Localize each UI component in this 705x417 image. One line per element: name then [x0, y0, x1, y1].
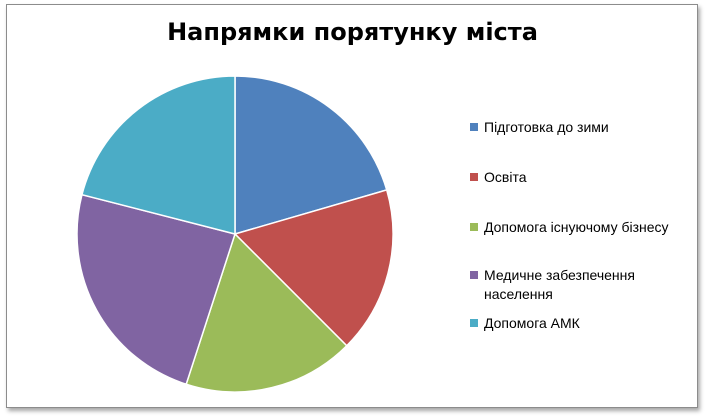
legend-item: Освіта: [470, 168, 694, 187]
legend-label: Допомога АМК: [484, 315, 580, 331]
legend-item: Допомога АМК: [470, 314, 694, 333]
chart-title: Напрямки порятунку міста: [167, 18, 538, 46]
legend-label: Освіта: [484, 169, 527, 185]
legend-swatch: [470, 223, 478, 231]
legend-swatch: [470, 319, 478, 327]
legend-swatch: [470, 271, 478, 279]
pie-slice-3: [76, 193, 236, 386]
legend-swatch: [470, 123, 478, 131]
legend-swatch: [470, 173, 478, 181]
legend-label: Допомога існуючому бізнесу: [484, 219, 669, 235]
pie-slice-2: [185, 232, 348, 393]
legend-item: Підготовка до зими: [470, 118, 694, 137]
legend-label: Підготовка до зими: [484, 119, 609, 135]
pie-slice-0: [234, 75, 388, 235]
pie-slice-4: [81, 75, 236, 235]
legend-item: Медичне забезпечення населення: [470, 266, 694, 304]
pie-slice-1: [233, 188, 394, 347]
legend-label: Медичне забезпечення населення: [484, 267, 635, 302]
legend-item: Допомога існуючому бізнесу: [470, 218, 694, 237]
